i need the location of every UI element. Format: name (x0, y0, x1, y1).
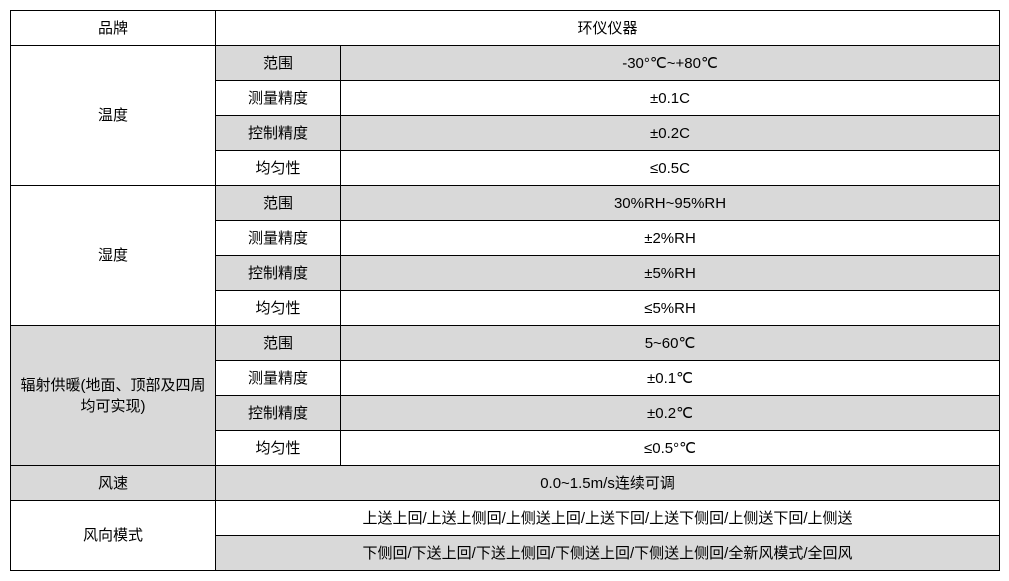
section-2-row-1-value: ±0.1℃ (341, 361, 1000, 396)
header-brand-value: 环仪仪器 (216, 11, 1000, 46)
section-1-row-0-value: 30%RH~95%RH (341, 186, 1000, 221)
section-2-row-2-value: ±0.2℃ (341, 396, 1000, 431)
section-0-row-1-value: ±0.1C (341, 81, 1000, 116)
section-2-row-2-param: 控制精度 (216, 396, 341, 431)
section-0-label: 温度 (11, 46, 216, 186)
section-1-row-3-param: 均匀性 (216, 291, 341, 326)
section-0-row-2-param: 控制精度 (216, 116, 341, 151)
section-2-row-0-param: 范围 (216, 326, 341, 361)
section-2-label: 辐射供暖(地面、顶部及四周均可实现) (11, 326, 216, 466)
windmode-label: 风向模式 (11, 501, 216, 571)
windmode-row2: 下侧回/下送上回/下送上侧回/下侧送上回/下侧送上侧回/全新风模式/全回风 (216, 536, 1000, 571)
section-1-row-3-value: ≤5%RH (341, 291, 1000, 326)
section-0-row-2-value: ±0.2C (341, 116, 1000, 151)
section-1-row-1-param: 测量精度 (216, 221, 341, 256)
section-0-row-3-param: 均匀性 (216, 151, 341, 186)
section-2-row-1-param: 测量精度 (216, 361, 341, 396)
section-1-row-2-value: ±5%RH (341, 256, 1000, 291)
section-0-row-0-value: -30°℃~+80℃ (341, 46, 1000, 81)
header-brand-label: 品牌 (11, 11, 216, 46)
windspeed-value: 0.0~1.5m/s连续可调 (216, 466, 1000, 501)
section-0-row-3-value: ≤0.5C (341, 151, 1000, 186)
section-2-row-3-value: ≤0.5°℃ (341, 431, 1000, 466)
section-1-row-1-value: ±2%RH (341, 221, 1000, 256)
windmode-row1: 上送上回/上送上侧回/上侧送上回/上送下回/上送下侧回/上侧送下回/上侧送 (216, 501, 1000, 536)
spec-table: 品牌 环仪仪器 温度 范围 -30°℃~+80℃ 测量精度 ±0.1C 控制精度… (10, 10, 1000, 571)
section-1-row-2-param: 控制精度 (216, 256, 341, 291)
windspeed-label: 风速 (11, 466, 216, 501)
section-2-row-3-param: 均匀性 (216, 431, 341, 466)
section-1-label: 湿度 (11, 186, 216, 326)
section-1-row-0-param: 范围 (216, 186, 341, 221)
section-2-row-0-value: 5~60℃ (341, 326, 1000, 361)
section-0-row-0-param: 范围 (216, 46, 341, 81)
section-0-row-1-param: 测量精度 (216, 81, 341, 116)
